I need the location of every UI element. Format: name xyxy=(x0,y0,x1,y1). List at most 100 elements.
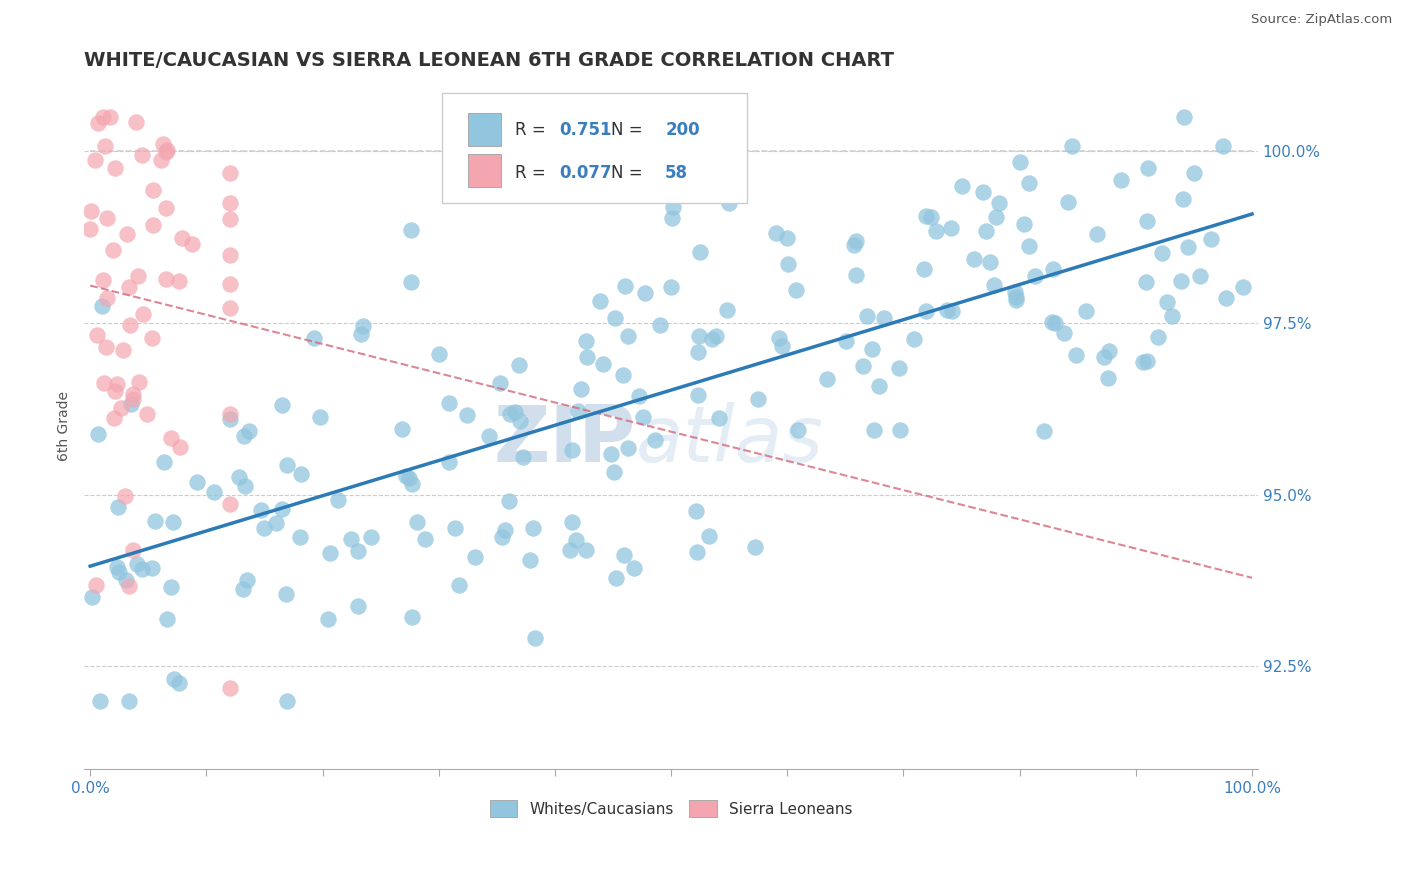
Point xyxy=(142,219,165,233)
Point xyxy=(662,200,685,214)
FancyBboxPatch shape xyxy=(443,93,748,202)
FancyBboxPatch shape xyxy=(468,113,501,146)
Point xyxy=(700,333,723,347)
Point xyxy=(319,546,342,560)
Point xyxy=(592,357,614,371)
Point xyxy=(887,361,910,376)
Point xyxy=(868,378,890,392)
Point xyxy=(159,580,181,594)
Point xyxy=(1005,293,1028,307)
Point xyxy=(1085,227,1108,242)
Point xyxy=(105,376,128,391)
Point xyxy=(103,410,125,425)
Point xyxy=(519,553,541,567)
Text: 0.751: 0.751 xyxy=(560,121,612,139)
Point xyxy=(815,372,838,386)
Point xyxy=(155,201,177,215)
Point xyxy=(1064,348,1087,362)
Point xyxy=(152,137,174,152)
Point xyxy=(266,516,288,531)
Point xyxy=(1135,353,1157,368)
Point xyxy=(650,318,672,332)
Point xyxy=(228,470,250,484)
Point xyxy=(160,431,183,445)
Point xyxy=(478,428,501,442)
Point xyxy=(218,301,240,315)
Point xyxy=(218,497,240,511)
Point xyxy=(132,307,155,321)
Text: 0.077: 0.077 xyxy=(560,164,612,182)
Point xyxy=(765,226,787,240)
Point xyxy=(163,672,186,686)
Point xyxy=(787,423,810,437)
Point xyxy=(80,204,103,219)
Point xyxy=(1212,139,1234,153)
Point xyxy=(509,414,531,428)
Text: R =: R = xyxy=(515,121,551,139)
Point xyxy=(1098,343,1121,358)
Point xyxy=(108,565,131,579)
Point xyxy=(688,328,710,343)
Point xyxy=(925,224,948,238)
Point xyxy=(131,562,153,576)
Point xyxy=(437,455,460,469)
Point xyxy=(860,342,883,356)
Point xyxy=(349,327,371,342)
Point xyxy=(122,387,145,401)
Point xyxy=(599,447,621,461)
Point xyxy=(588,293,610,308)
Point xyxy=(659,279,682,293)
Point xyxy=(141,331,163,345)
Point xyxy=(150,153,173,167)
Point xyxy=(834,334,856,348)
Point xyxy=(117,227,139,242)
Point xyxy=(617,441,640,455)
Point xyxy=(288,529,311,543)
Point xyxy=(456,409,478,423)
Point xyxy=(153,454,176,468)
Point xyxy=(156,612,179,626)
Point xyxy=(93,376,115,390)
Point xyxy=(274,587,297,601)
Point xyxy=(218,166,240,180)
Point xyxy=(219,412,242,426)
Point xyxy=(844,235,866,249)
Point xyxy=(1056,194,1078,209)
Point xyxy=(1201,232,1223,246)
Point xyxy=(903,332,925,346)
Point xyxy=(613,548,636,562)
Point xyxy=(202,485,225,500)
Point xyxy=(1062,139,1084,153)
Point xyxy=(1010,154,1032,169)
Point xyxy=(747,392,769,406)
Point xyxy=(1018,176,1040,190)
Point xyxy=(697,529,720,543)
Point xyxy=(399,222,422,236)
Point xyxy=(770,339,793,353)
Point xyxy=(863,424,886,438)
Point xyxy=(522,521,544,535)
Point xyxy=(94,138,117,153)
Point xyxy=(935,303,957,318)
Point xyxy=(605,311,627,326)
Point xyxy=(685,503,707,517)
Point xyxy=(565,533,588,547)
Point xyxy=(716,302,738,317)
Point xyxy=(979,255,1001,269)
Point xyxy=(1152,245,1174,260)
Point xyxy=(118,279,141,293)
Point xyxy=(1156,294,1178,309)
Point xyxy=(218,247,240,261)
Point xyxy=(101,244,124,258)
Point xyxy=(561,443,583,458)
Point xyxy=(1135,276,1157,290)
Point xyxy=(84,577,107,591)
Point xyxy=(661,211,683,226)
Point xyxy=(122,392,145,406)
Point xyxy=(250,503,273,517)
Point xyxy=(686,388,709,402)
Point xyxy=(127,269,149,284)
Point xyxy=(614,279,637,293)
Point xyxy=(180,237,202,252)
Point xyxy=(686,545,709,559)
